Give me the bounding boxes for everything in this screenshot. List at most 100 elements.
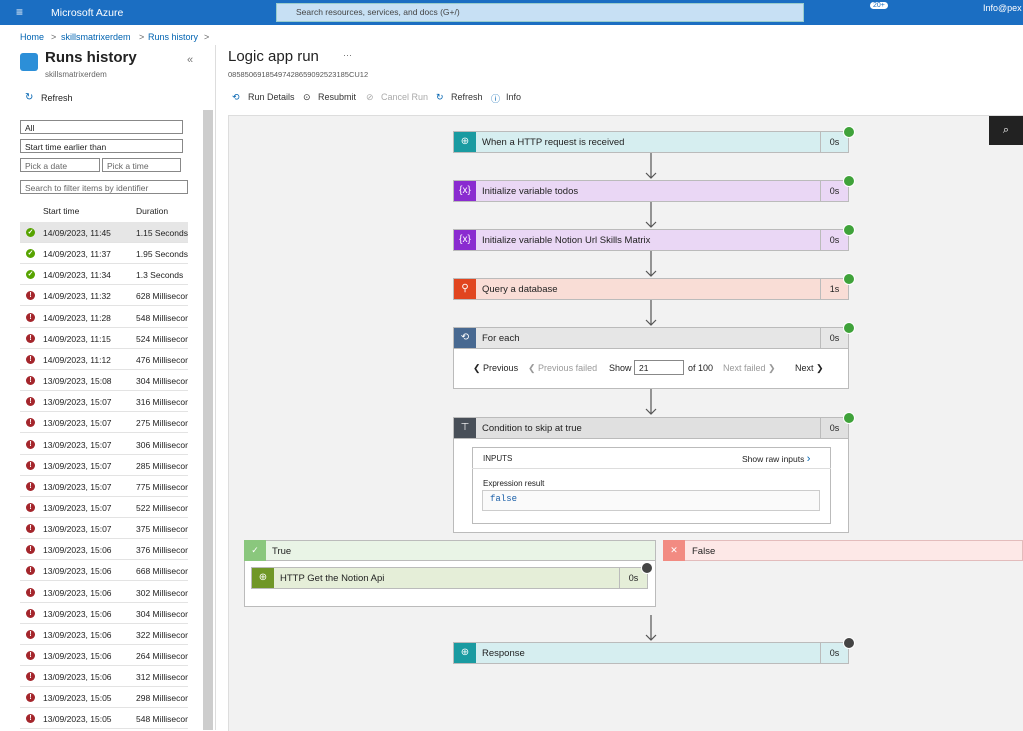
- step[interactable]: ⊤ Condition to skip at true 0s: [453, 417, 849, 439]
- run-duration: 1.95 Seconds: [136, 249, 188, 260]
- time-filter[interactable]: Start time earlier than: [20, 139, 183, 153]
- run-duration: 522 Milliseconds: [136, 502, 188, 513]
- zoom[interactable]: ⌕: [989, 116, 1023, 145]
- step[interactable]: ⊕ Response 0s: [453, 642, 849, 664]
- column-header: Duration: [136, 206, 169, 216]
- run-start: 13/09/2023, 15:06: [43, 672, 112, 683]
- run-duration: 476 Milliseconds: [136, 354, 188, 365]
- run-row[interactable]: [20, 645, 188, 666]
- run-row[interactable]: [20, 348, 188, 370]
- status-failed: !: [26, 291, 35, 301]
- run-duration: 524 Milliseconds: [136, 333, 188, 344]
- run-duration: 312 Milliseconds: [136, 672, 188, 683]
- status-failed: !: [26, 629, 35, 639]
- run-row[interactable]: [20, 581, 188, 603]
- true-label: True: [272, 546, 292, 557]
- breadcrumb-runs[interactable]: Runs history: [148, 32, 199, 42]
- run-row[interactable]: [20, 306, 188, 328]
- run-duration: 275 Milliseconds: [136, 418, 188, 429]
- time-picker[interactable]: Pick a time: [102, 158, 181, 172]
- run-duration: 304 Milliseconds: [136, 376, 188, 387]
- search-box[interactable]: [276, 3, 804, 22]
- run-row[interactable]: [20, 560, 188, 582]
- breadcrumb-app[interactable]: skillsmatrixerdem: [61, 32, 131, 42]
- run-start: 14/09/2023, 11:32: [43, 291, 111, 302]
- toolbar-button[interactable]: Resubmit: [318, 92, 357, 102]
- status-failed: !: [26, 714, 35, 724]
- step[interactable]: ⊕ HTTP Get the Notion Api 0s: [251, 567, 648, 589]
- run-row[interactable]: [20, 370, 188, 392]
- status-filter[interactable]: All: [20, 120, 183, 134]
- status-ok: [843, 175, 855, 187]
- brand[interactable]: Microsoft Azure: [51, 7, 124, 19]
- run-row[interactable]: [20, 602, 188, 624]
- iteration-count: of 100: [688, 363, 714, 373]
- run-row[interactable]: [20, 475, 188, 497]
- toolbar-button[interactable]: Run Details: [248, 92, 295, 102]
- refresh-icon: ↻: [25, 92, 34, 103]
- notification-badge[interactable]: 20+: [870, 2, 888, 9]
- next[interactable]: Next ❯: [795, 363, 824, 373]
- refresh-button[interactable]: Refresh: [41, 93, 73, 103]
- step[interactable]: ⟲ For each 0s: [453, 327, 849, 349]
- run-row[interactable]: [20, 412, 188, 434]
- status-ok: [843, 126, 855, 138]
- run-row[interactable]: [20, 285, 188, 307]
- run-row[interactable]: [20, 327, 188, 349]
- run-row[interactable]: [20, 391, 188, 413]
- status-failed: !: [26, 502, 35, 512]
- step[interactable]: {x} Initialize variable Notion Url Skills…: [453, 229, 849, 251]
- run-start: 13/09/2023, 15:08: [43, 376, 112, 387]
- run-row[interactable]: [20, 518, 188, 540]
- run-start: 13/09/2023, 15:07: [43, 524, 112, 535]
- breadcrumb-home[interactable]: Home: [20, 32, 45, 42]
- run-row[interactable]: [20, 666, 188, 688]
- more[interactable]: ···: [343, 50, 352, 60]
- scrollbar[interactable]: [203, 110, 213, 730]
- run-start: 13/09/2023, 15:07: [43, 502, 112, 513]
- menu-icon[interactable]: ≡: [16, 5, 24, 19]
- show-raw-inputs[interactable]: Show raw inputs ›: [742, 453, 811, 465]
- run-start: 13/09/2023, 15:07: [43, 460, 112, 471]
- status-failed: !: [26, 587, 35, 597]
- toolbar-button[interactable]: Refresh: [451, 92, 483, 102]
- toolbar-button: Cancel Run: [381, 92, 429, 102]
- toolbar-button[interactable]: Info: [506, 92, 522, 102]
- run-row[interactable]: [20, 264, 188, 286]
- run-row[interactable]: [20, 623, 188, 645]
- user[interactable]: Info@pex: [983, 3, 1022, 13]
- false-branch: [663, 540, 1023, 561]
- inputs-label: INPUTS: [483, 454, 513, 463]
- iteration-input[interactable]: 21: [634, 360, 684, 375]
- status-succeeded: ✓: [26, 249, 35, 259]
- expression-value: false: [490, 494, 518, 504]
- status-failed: !: [26, 545, 35, 555]
- run-row[interactable]: [20, 708, 188, 730]
- step[interactable]: {x} Initialize variable todos 0s: [453, 180, 849, 202]
- run-row[interactable]: [20, 539, 188, 561]
- step[interactable]: ⊕ When a HTTP request is received 0s: [453, 131, 849, 153]
- identifier-search[interactable]: Search to filter items by identifier: [20, 180, 188, 194]
- collapse[interactable]: «: [187, 54, 194, 66]
- run-duration: 548 Milliseconds: [136, 312, 188, 323]
- status-failed: !: [26, 693, 35, 703]
- run-row[interactable]: [20, 433, 188, 455]
- date-picker[interactable]: Pick a date: [20, 158, 100, 172]
- run-row[interactable]: [20, 454, 188, 476]
- run-row[interactable]: [20, 687, 188, 709]
- run-duration: 316 Milliseconds: [136, 397, 188, 408]
- status-failed: !: [26, 354, 35, 364]
- run-start: 13/09/2023, 15:07: [43, 439, 112, 450]
- previous[interactable]: ❮ Previous: [473, 363, 519, 373]
- run-row[interactable]: [20, 222, 188, 243]
- run-start: 13/09/2023, 15:07: [43, 481, 112, 492]
- run-start: 13/09/2023, 15:06: [43, 545, 112, 556]
- run-row[interactable]: [20, 243, 188, 265]
- status-failed: !: [26, 333, 35, 343]
- status-ok: [843, 322, 855, 334]
- step[interactable]: ⚲ Query a database 1s: [453, 278, 849, 300]
- run-row[interactable]: [20, 496, 188, 518]
- status-failed: !: [26, 376, 35, 386]
- run-start: 14/09/2023, 11:34: [43, 270, 111, 281]
